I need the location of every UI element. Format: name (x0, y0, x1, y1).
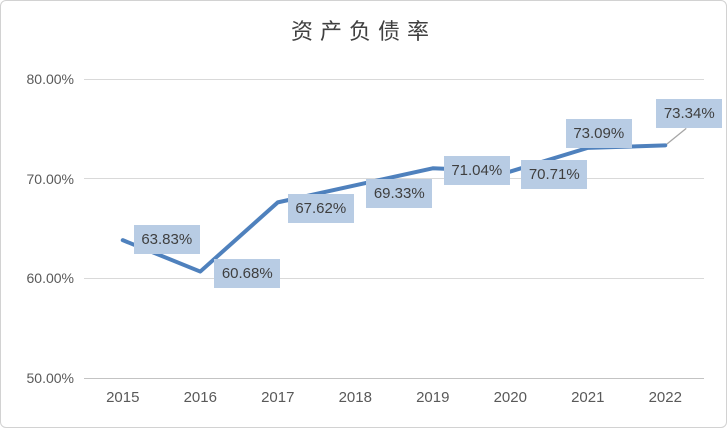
x-axis-tick-label: 2021 (571, 389, 605, 406)
data-label: 67.62% (287, 194, 354, 224)
x-axis-tick-label: 2022 (648, 389, 682, 406)
x-axis-tick-label: 2019 (416, 389, 450, 406)
data-label: 73.09% (565, 118, 632, 148)
data-label-leader-line (664, 127, 687, 146)
y-axis-tick-label: 50.00% (26, 370, 74, 386)
chart-title: 资产负债率 (290, 20, 436, 45)
data-label: 71.04% (443, 156, 510, 186)
y-axis-tick-label: 80.00% (26, 71, 74, 87)
data-label: 70.71% (521, 159, 588, 189)
x-axis-tick-label: 2015 (106, 389, 140, 406)
x-axis-line (84, 377, 704, 379)
x-axis-tick-label: 2020 (493, 389, 527, 406)
x-axis-tick-label: 2018 (338, 389, 372, 406)
data-label: 73.34% (656, 99, 723, 129)
data-label: 60.68% (214, 258, 281, 288)
series-line-svg (120, 127, 687, 274)
x-axis-tick-label: 2017 (261, 389, 295, 406)
gridline (84, 78, 704, 80)
y-axis-tick-label: 60.00% (26, 270, 74, 287)
plot-area: 63.83% 60.68% 67.62% 69.33% 71.04% 70.71% 73.0… (84, 78, 723, 379)
data-label: 69.33% (366, 179, 433, 209)
data-label: 63.83% (133, 225, 200, 255)
gridline (84, 277, 704, 279)
y-axis-tick-label: 70.00% (26, 170, 74, 187)
x-axis-tick-label: 2016 (183, 389, 217, 406)
series-line (120, 143, 668, 274)
